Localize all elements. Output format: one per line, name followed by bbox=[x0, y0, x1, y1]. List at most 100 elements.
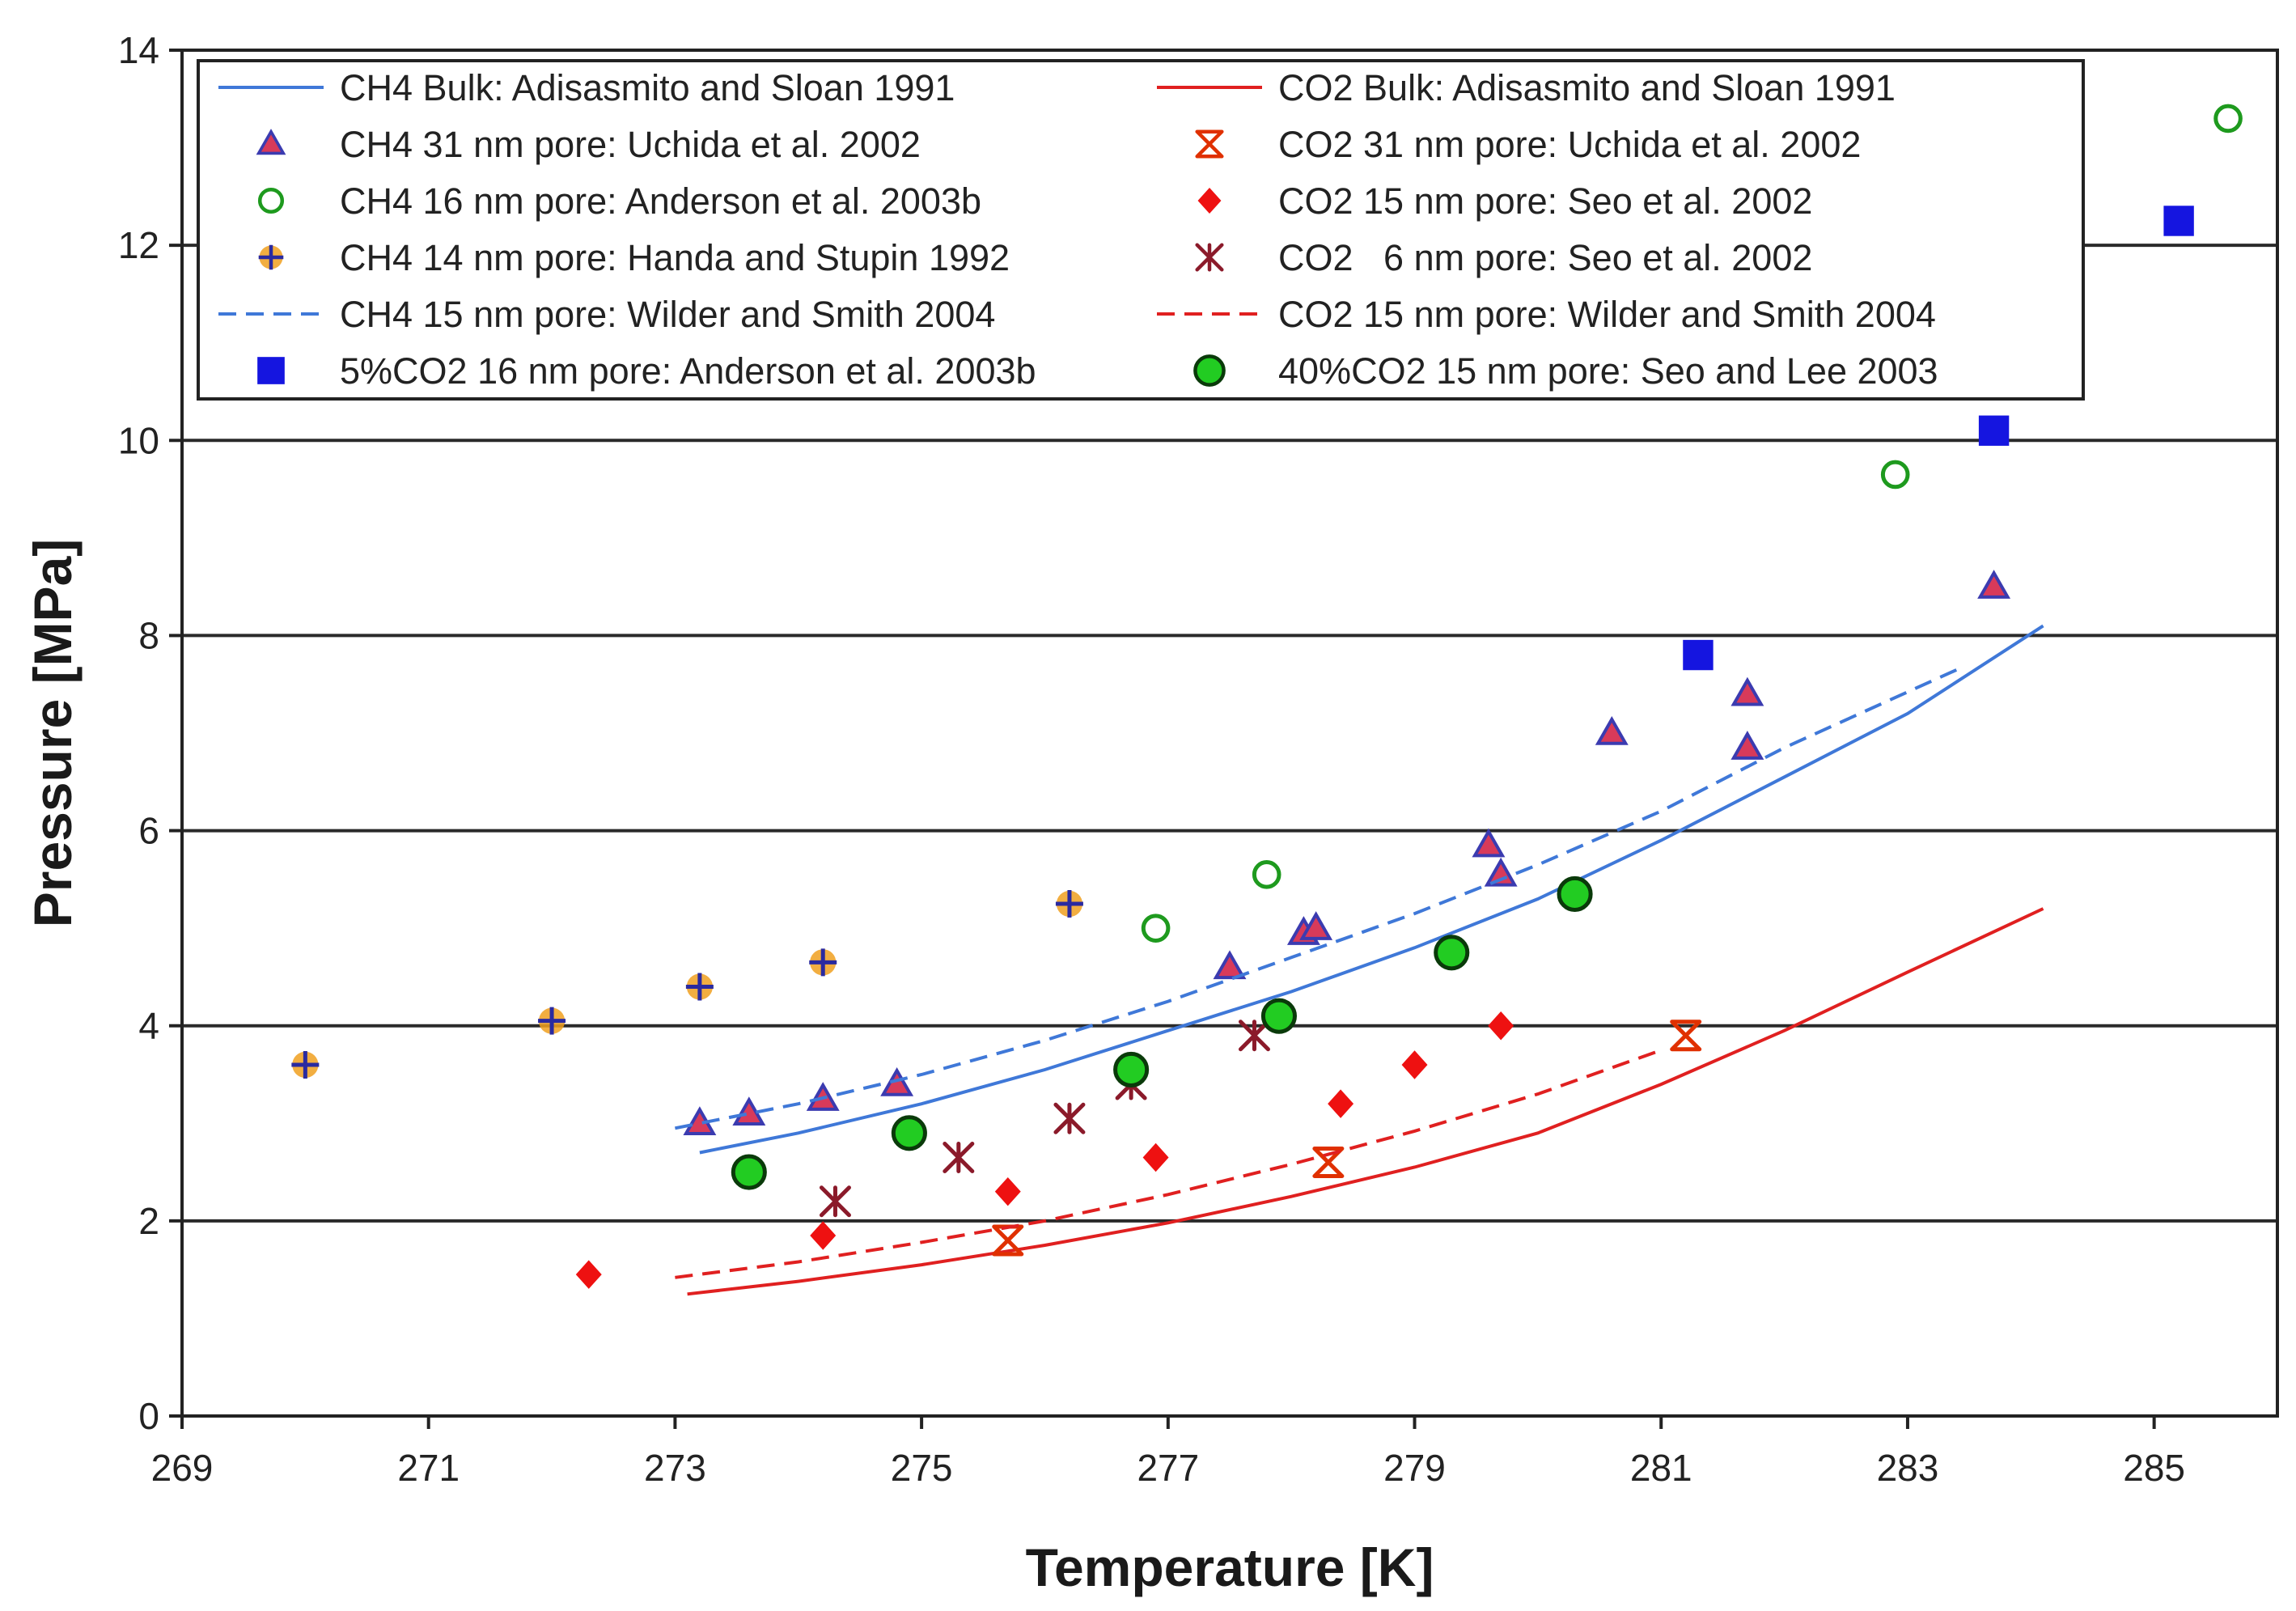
legend-label: 5%CO2 16 nm pore: Anderson et al. 2003b bbox=[340, 350, 1036, 392]
x-tick-label: 277 bbox=[1137, 1447, 1199, 1489]
data-point bbox=[2163, 206, 2194, 236]
legend-entry: CO2 31 nm pore: Uchida et al. 2002 bbox=[1195, 124, 1861, 165]
legend-marker-swatch bbox=[1193, 354, 1226, 387]
legend-entry: CO2 6 nm pore: Seo et al. 2002 bbox=[1195, 237, 1812, 278]
x-tick-label: 269 bbox=[151, 1447, 214, 1489]
legend-marker-swatch bbox=[256, 129, 286, 155]
legend-label: 40%CO2 15 nm pore: Seo and Lee 2003 bbox=[1278, 350, 1938, 392]
data-point bbox=[1730, 676, 1764, 706]
data-point bbox=[1299, 911, 1333, 940]
series-line bbox=[699, 624, 2044, 1155]
series-4 bbox=[1141, 104, 2243, 943]
legend-marker-swatch bbox=[258, 244, 284, 270]
data-point bbox=[994, 1176, 1021, 1206]
data-point bbox=[880, 1067, 914, 1096]
data-point bbox=[943, 1141, 975, 1173]
legend-marker-swatch bbox=[1195, 129, 1224, 159]
y-tick-label: 4 bbox=[138, 1005, 159, 1047]
legend-entry: CH4 Bulk: Adisasmito and Sloan 1991 bbox=[218, 67, 955, 108]
legend-label: CH4 31 nm pore: Uchida et al. 2002 bbox=[340, 124, 921, 165]
data-point bbox=[1055, 890, 1083, 918]
plot-area-frame bbox=[180, 49, 2279, 1418]
data-point bbox=[538, 1007, 566, 1035]
series-line bbox=[675, 668, 1958, 1130]
legend-label: CO2 Bulk: Adisasmito and Sloan 1991 bbox=[1278, 67, 1896, 108]
data-point bbox=[1595, 715, 1629, 745]
data-point bbox=[1880, 460, 1910, 490]
data-point bbox=[2213, 104, 2243, 134]
y-axis-title: Pressure [MPa] bbox=[23, 539, 83, 928]
data-point bbox=[1670, 1020, 1702, 1052]
data-point bbox=[1401, 1050, 1428, 1079]
series-1 bbox=[687, 907, 2044, 1296]
data-point bbox=[1142, 1143, 1169, 1172]
legend-label: CO2 15 nm pore: Wilder and Smith 2004 bbox=[1278, 294, 1936, 335]
x-tick-label: 273 bbox=[644, 1447, 706, 1489]
data-point bbox=[1472, 828, 1506, 858]
y-tick-label: 2 bbox=[138, 1200, 159, 1242]
legend-label: CH4 Bulk: Adisasmito and Sloan 1991 bbox=[340, 67, 955, 108]
data-point bbox=[1213, 950, 1247, 980]
data-point bbox=[1312, 1147, 1345, 1179]
data-point bbox=[992, 1224, 1024, 1257]
data-point bbox=[1488, 1011, 1514, 1041]
data-point bbox=[1141, 914, 1171, 943]
y-tick-label: 0 bbox=[138, 1395, 159, 1437]
legend-entry: 5%CO2 16 nm pore: Anderson et al. 2003b bbox=[257, 350, 1036, 392]
x-tick-label: 283 bbox=[1877, 1447, 1939, 1489]
legend: CH4 Bulk: Adisasmito and Sloan 1991 CO2 B… bbox=[197, 59, 2085, 401]
series-0 bbox=[699, 624, 2044, 1155]
tick-labels: 269 271 273 275 277 279 281 283 285 0 2 4 6 8 10 12 14 bbox=[118, 29, 2185, 1489]
legend-marker-swatch bbox=[1197, 187, 1222, 214]
legend-marker-swatch bbox=[257, 187, 285, 214]
legend-marker-swatch bbox=[257, 357, 285, 384]
series-2 bbox=[683, 570, 2011, 1136]
series-10 bbox=[1683, 206, 2194, 671]
data-point bbox=[1260, 998, 1297, 1034]
x-tick-label: 281 bbox=[1630, 1447, 1692, 1489]
legend-entry: CO2 Bulk: Adisasmito and Sloan 1991 bbox=[1157, 67, 1896, 108]
data-point bbox=[291, 1050, 320, 1079]
data-point bbox=[809, 948, 837, 977]
data-point bbox=[1977, 570, 2011, 599]
data-point bbox=[1484, 857, 1518, 887]
legend-label: CO2 15 nm pore: Seo et al. 2002 bbox=[1278, 180, 1812, 222]
data-point bbox=[1113, 1051, 1150, 1088]
data-point bbox=[1978, 415, 2010, 446]
data-point bbox=[1252, 860, 1281, 889]
legend-box bbox=[197, 59, 2085, 401]
series-9 bbox=[675, 1049, 1662, 1279]
data-point bbox=[1053, 1102, 1086, 1134]
series-11 bbox=[731, 875, 1593, 1190]
data-point bbox=[891, 1115, 927, 1151]
legend-entry: 40%CO2 15 nm pore: Seo and Lee 2003 bbox=[1193, 350, 1938, 392]
legend-entry: CO2 15 nm pore: Seo et al. 2002 bbox=[1197, 180, 1812, 222]
y-tick-label: 6 bbox=[138, 810, 159, 852]
plot-series bbox=[291, 104, 2243, 1296]
series-line bbox=[687, 907, 2044, 1296]
x-tick-label: 285 bbox=[2123, 1447, 2185, 1489]
x-tick-label: 271 bbox=[397, 1447, 460, 1489]
data-point bbox=[1557, 875, 1593, 912]
x-tick-label: 279 bbox=[1383, 1447, 1446, 1489]
data-point bbox=[1434, 935, 1470, 971]
y-tick-label: 8 bbox=[138, 614, 159, 656]
legend-entry: CH4 14 nm pore: Handa and Stupin 1992 bbox=[258, 237, 1010, 278]
y-tick-label: 12 bbox=[118, 224, 159, 266]
legend-label: CH4 15 nm pore: Wilder and Smith 2004 bbox=[340, 294, 995, 335]
series-8 bbox=[675, 668, 1958, 1130]
y-tick-label: 10 bbox=[118, 419, 159, 461]
x-tick-label: 275 bbox=[891, 1447, 953, 1489]
data-point bbox=[1730, 731, 1764, 760]
legend-label: CH4 14 nm pore: Handa and Stupin 1992 bbox=[340, 237, 1010, 278]
series-5 bbox=[575, 1011, 1514, 1289]
data-point bbox=[732, 1096, 766, 1126]
data-point bbox=[1683, 639, 1714, 671]
data-point bbox=[819, 1185, 851, 1218]
data-point bbox=[810, 1221, 837, 1250]
data-point bbox=[575, 1260, 602, 1289]
series-6 bbox=[291, 890, 1083, 1079]
legend-entry: CH4 15 nm pore: Wilder and Smith 2004 bbox=[218, 294, 995, 335]
legend-label: CH4 16 nm pore: Anderson et al. 2003b bbox=[340, 180, 981, 222]
series-3 bbox=[992, 1020, 1702, 1257]
